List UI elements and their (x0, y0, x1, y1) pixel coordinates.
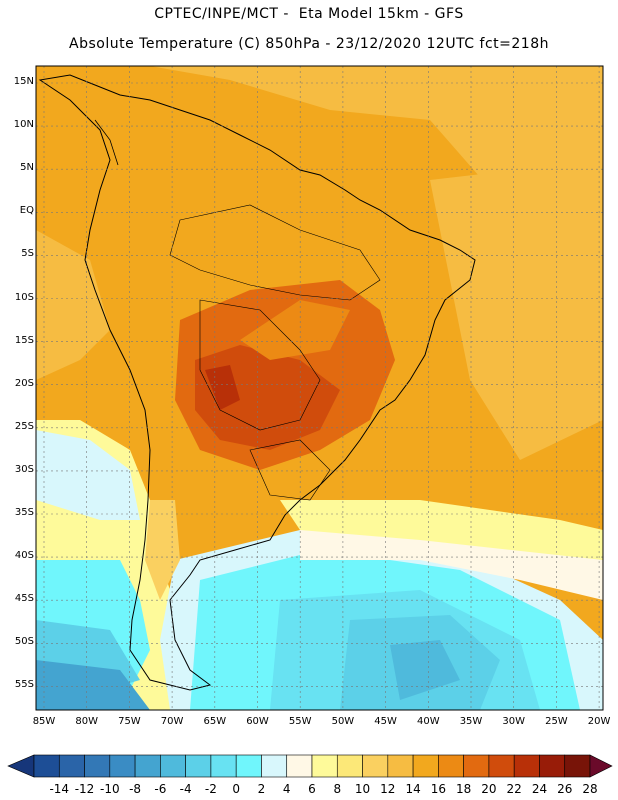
title-line-2: Absolute Temperature (C) 850hPa - 23/12/… (69, 36, 549, 52)
lon-label: 50W (331, 716, 355, 727)
colorbar-tick-label: -10 (100, 782, 120, 796)
colorbar-swatch (58, 754, 85, 778)
colorbar-tick-label: -2 (204, 782, 217, 796)
colorbar-tick-label: -4 (179, 782, 192, 796)
colorbar-tick-label: 20 (481, 782, 497, 796)
colorbar-swatch (438, 754, 464, 778)
colorbar-tick-label: 8 (333, 782, 342, 796)
colorbar-swatch (311, 754, 338, 778)
lat-label: 20S (14, 377, 34, 389)
lat-label: 15N (13, 76, 34, 87)
lat-label: 40S (14, 550, 34, 562)
colorbar-swatch (539, 754, 566, 778)
lon-label: 85W (32, 716, 56, 727)
colorbar-swatch (134, 754, 161, 778)
colorbar-swatch (210, 754, 237, 778)
lon-label: 25W (545, 716, 568, 727)
colorbar (7, 754, 613, 778)
lon-label: 65W (203, 716, 227, 727)
lat-label: 5S (21, 248, 34, 260)
lon-label: 35W (459, 716, 483, 727)
lon-label: 55W (288, 716, 312, 727)
colorbar-tick-label: 14 (405, 782, 421, 796)
lon-label: 60W (246, 716, 269, 727)
colorbar-under-arrow (7, 754, 35, 778)
colorbar-swatch (412, 754, 439, 778)
colorbar-over-arrow (589, 754, 613, 778)
colorbar-tick-label: 2 (257, 782, 266, 796)
colorbar-tick-label: 24 (531, 782, 548, 796)
lon-label: 45W (374, 716, 397, 727)
colorbar-swatch (160, 754, 186, 778)
map-frame (35, 65, 604, 711)
colorbar-tick-label: 26 (557, 782, 573, 796)
lon-label: 30W (502, 716, 525, 727)
colorbar-swatch (185, 754, 212, 778)
lat-label: 35S (14, 507, 34, 518)
colorbar-swatch (564, 754, 591, 778)
lat-label: 10N (13, 119, 34, 131)
lat-label: 50S (14, 636, 34, 648)
lat-label: 5N (20, 162, 34, 174)
lat-label: 55S (14, 679, 34, 691)
colorbar-tick-label: 10 (354, 782, 371, 796)
coastline (38, 74, 476, 691)
colorbar-tick-label: -12 (74, 782, 95, 796)
colorbar-tick-label: 4 (282, 782, 291, 796)
lat-label: 45S (14, 593, 34, 605)
lon-label: 80W (75, 716, 98, 727)
colorbar-tick-label: 0 (232, 782, 240, 796)
lat-label: 25S (14, 420, 34, 432)
colorbar-swatch (235, 754, 262, 778)
temperature-field (36, 66, 603, 710)
colorbar-swatch (362, 754, 389, 778)
colorbar-tick-label: 12 (380, 782, 396, 796)
colorbar-swatch (109, 754, 136, 778)
colorbar-swatch (84, 754, 111, 778)
grid-lines (36, 66, 603, 710)
colorbar-swatch (463, 754, 490, 778)
title-line-1: CPTEC/INPE/MCT - Eta Model 15km - GFS (154, 6, 464, 22)
colorbar-swatch (513, 754, 540, 778)
colorbar-swatch (336, 754, 363, 778)
lon-label: 20W (587, 716, 611, 727)
colorbar-tick-label: 22 (506, 782, 522, 796)
colorbar-tick-label: 18 (455, 782, 472, 796)
colorbar-tick-label: 6 (308, 782, 316, 796)
colorbar-tick-label: 16 (430, 782, 446, 796)
lon-label: 40W (416, 716, 440, 727)
colorbar-tick-label: -14 (49, 782, 70, 796)
lat-label: 10S (14, 291, 34, 303)
colorbar-swatch (387, 754, 414, 778)
lon-label: 70W (160, 716, 184, 727)
lon-label: 75W (118, 716, 141, 727)
colorbar-swatch (261, 754, 288, 778)
lat-label: EQ (19, 205, 34, 217)
colorbar-swatch (488, 754, 515, 778)
lat-label: 15S (14, 334, 34, 346)
colorbar-tick-label: 28 (582, 782, 598, 796)
lat-label: 30S (14, 463, 34, 475)
colorbar-tick-label: -6 (154, 782, 167, 796)
colorbar-swatch (286, 754, 313, 778)
colorbar-swatch (33, 754, 60, 778)
colorbar-tick-label: -8 (129, 782, 142, 796)
